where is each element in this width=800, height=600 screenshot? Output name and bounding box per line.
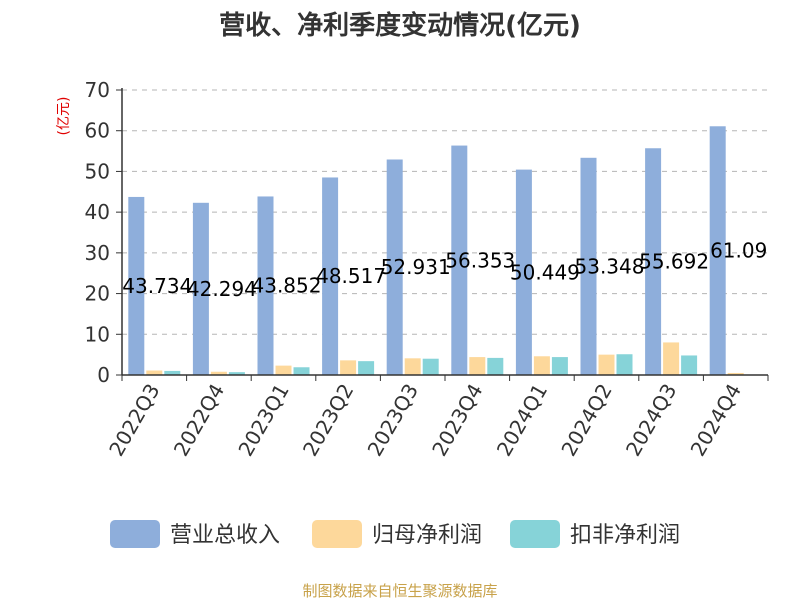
bar-扣非净利润-2022Q3 [164,370,181,375]
legend-label: 营业总收入 [170,523,280,548]
legend-swatch-扣非净利润 [510,520,560,548]
data-label: 48.517 [316,264,386,288]
x-tick-label: 2024Q1 [492,380,552,461]
bar-归母净利润-2022Q3 [146,370,163,375]
bar-归母净利润-2023Q4 [469,357,486,375]
source-note: 制图数据来自恒生聚源数据库 [302,582,497,600]
bar-归母净利润-2024Q4 [727,372,744,375]
data-label: 55.692 [639,250,709,274]
y-tick-label: 10 [85,322,110,346]
x-tick-label: 2023Q3 [363,380,423,461]
x-tick-label: 2024Q2 [556,380,616,461]
bar-营业总收入-2024Q4 [709,126,726,375]
bar-扣非净利润-2023Q1 [293,367,310,375]
data-labels: 43.73442.29443.85248.51752.93156.35350.4… [122,239,767,301]
data-label: 53.348 [575,254,645,278]
data-label: 56.353 [445,248,515,272]
x-tick-label: 2024Q4 [686,380,746,461]
y-tick-label: 20 [85,282,110,306]
bar-营业总收入-2023Q2 [322,177,339,375]
legend-label: 扣非净利润 [570,523,680,548]
data-label: 50.449 [510,260,580,284]
bars [128,126,744,375]
bar-营业总收入-2023Q4 [451,145,468,375]
bar-归母净利润-2023Q2 [340,360,357,375]
y-axis-unit: (亿元) [56,97,72,136]
x-axis-ticks: 2022Q3 2022Q4 2023Q1 2023Q2 2023Q3 2023Q4 2024… [104,375,769,461]
bar-营业总收入-2023Q1 [257,196,274,375]
bar-归母净利润-2024Q3 [663,342,680,375]
y-tick-label: 30 [85,241,110,265]
x-tick-label: 2024Q3 [621,380,681,461]
data-label: 43.852 [252,274,322,298]
bar-营业总收入-2024Q2 [580,157,597,375]
data-label: 42.294 [187,277,257,301]
bar-扣非净利润-2022Q4 [228,372,245,375]
bar-扣非净利润-2023Q2 [358,361,375,375]
bar-扣非净利润-2024Q2 [616,354,633,375]
x-tick-label: 2023Q1 [233,380,293,461]
data-label: 61.09 [710,239,767,263]
bar-扣非净利润-2024Q1 [551,357,568,375]
bar-归母净利润-2022Q4 [210,371,227,375]
bar-归母净利润-2024Q2 [598,354,615,375]
y-tick-label: 70 [85,78,110,102]
data-label: 52.931 [381,255,451,279]
x-tick-label: 2023Q4 [427,380,487,461]
bar-归母净利润-2023Q3 [404,358,421,375]
bar-营业总收入-2022Q4 [192,202,209,375]
x-tick-label: 2022Q4 [169,380,229,461]
bar-扣非净利润-2023Q4 [487,357,504,375]
bar-营业总收入-2024Q3 [645,148,662,375]
x-tick-label: 2023Q2 [298,380,358,461]
legend-swatch-归母净利润 [312,520,362,548]
y-tick-label: 0 [97,363,110,387]
x-tick-label: 2022Q3 [104,380,164,461]
y-tick-label: 50 [85,159,110,183]
bar-营业总收入-2024Q1 [515,169,532,375]
bar-扣非净利润-2023Q3 [422,358,439,375]
grid-lines [122,89,768,335]
bar-扣非净利润-2024Q3 [681,355,698,375]
bar-营业总收入-2022Q3 [128,196,145,375]
legend: 营业总收入 归母净利润 扣非净利润 [110,520,680,548]
bar-归母净利润-2023Q1 [275,365,292,375]
legend-swatch-营业总收入 [110,520,160,548]
bar-营业总收入-2023Q3 [386,159,403,375]
legend-label: 归母净利润 [372,523,482,548]
y-tick-label: 60 [85,119,110,143]
chart-title: 营收、净利季度变动情况(亿元) [219,10,581,41]
bar-归母净利润-2024Q1 [533,356,550,375]
y-axis-ticks: 0 10 20 30 40 50 60 70 [85,78,122,387]
y-tick-label: 40 [85,200,110,224]
data-label: 43.734 [122,274,192,298]
